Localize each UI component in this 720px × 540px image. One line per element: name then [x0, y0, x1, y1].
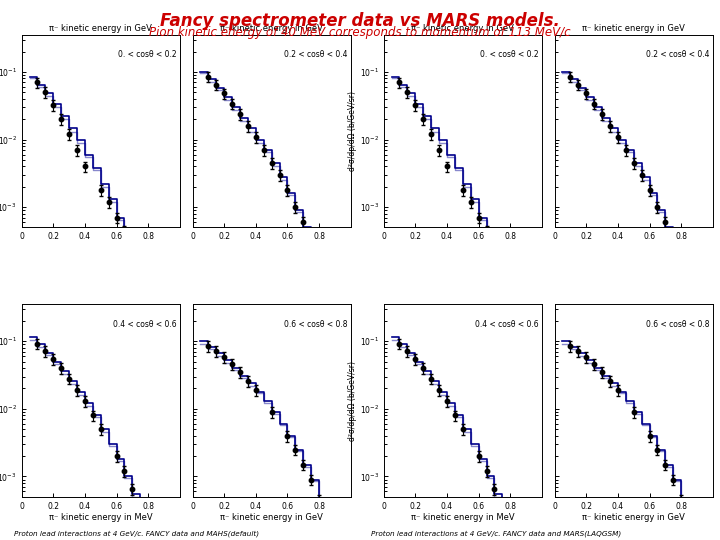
X-axis label: π⁻ kinetic energy in MeV: π⁻ kinetic energy in MeV: [49, 514, 153, 522]
Text: 0.4 < cosθ < 0.6: 0.4 < cosθ < 0.6: [113, 320, 176, 329]
Text: 0. < cosθ < 0.2: 0. < cosθ < 0.2: [118, 50, 176, 59]
Text: 0.4 < cosθ < 0.6: 0.4 < cosθ < 0.6: [475, 320, 539, 329]
Y-axis label: d²σ/dp/dΩ (b/GeV/sr): d²σ/dp/dΩ (b/GeV/sr): [348, 361, 356, 441]
Text: 0.6 < cosθ < 0.8: 0.6 < cosθ < 0.8: [646, 320, 710, 329]
Title: π⁻ kinetic energy in GeV: π⁻ kinetic energy in GeV: [582, 24, 685, 33]
Title: π⁻ kinetic energy in GeV: π⁻ kinetic energy in GeV: [220, 24, 323, 33]
X-axis label: π⁻ kinetic energy in GeV: π⁻ kinetic energy in GeV: [220, 514, 323, 522]
X-axis label: π⁻ kinetic energy in MeV: π⁻ kinetic energy in MeV: [411, 514, 515, 522]
Text: Fancy spectrometer data vs MARS models.: Fancy spectrometer data vs MARS models.: [160, 12, 560, 30]
X-axis label: π⁻ kinetic energy in GeV: π⁻ kinetic energy in GeV: [582, 514, 685, 522]
Text: 0.6 < cosθ < 0.8: 0.6 < cosθ < 0.8: [284, 320, 348, 329]
Text: 0.2 < cosθ < 0.4: 0.2 < cosθ < 0.4: [646, 50, 710, 59]
Text: 0. < cosθ < 0.2: 0. < cosθ < 0.2: [480, 50, 539, 59]
Text: Pion kinetic energy of 40 MeV corresponds to momentum of 113 MeV/c: Pion kinetic energy of 40 MeV correspond…: [149, 26, 571, 39]
Title: π⁻ kinetic energy in GeV: π⁻ kinetic energy in GeV: [411, 24, 514, 33]
Title: π⁻ kinetic energy in GeV: π⁻ kinetic energy in GeV: [49, 24, 152, 33]
Text: Proton lead interactions at 4 GeV/c. FANCY data and MAHS(default): Proton lead interactions at 4 GeV/c. FAN…: [14, 531, 259, 537]
Y-axis label: d²σ/dp/dΩ (b/GeV/sr): d²σ/dp/dΩ (b/GeV/sr): [348, 91, 356, 171]
Text: 0.2 < cosθ < 0.4: 0.2 < cosθ < 0.4: [284, 50, 348, 59]
Text: Proton lead interactions at 4 GeV/c. FANCY data and MARS(LAQGSM): Proton lead interactions at 4 GeV/c. FAN…: [371, 531, 621, 537]
